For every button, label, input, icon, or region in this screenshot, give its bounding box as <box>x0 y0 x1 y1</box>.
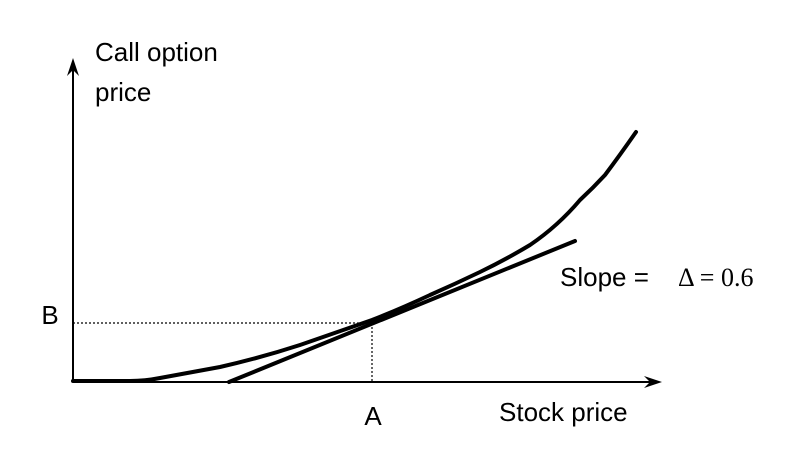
option-curve <box>71 130 638 383</box>
x-axis-arrow <box>644 376 662 388</box>
slope-label: Slope = <box>560 262 649 292</box>
tangent-line <box>227 239 577 384</box>
y-axis-label: Call option <box>95 37 218 67</box>
delta-label: Δ = 0.6 <box>678 263 753 292</box>
x-axis-label: Stock price <box>499 397 628 427</box>
y-axis-arrow <box>67 58 79 76</box>
point-b-label: B <box>41 300 58 330</box>
y-axis-label: price <box>95 77 151 107</box>
point-a-label: A <box>364 401 382 431</box>
